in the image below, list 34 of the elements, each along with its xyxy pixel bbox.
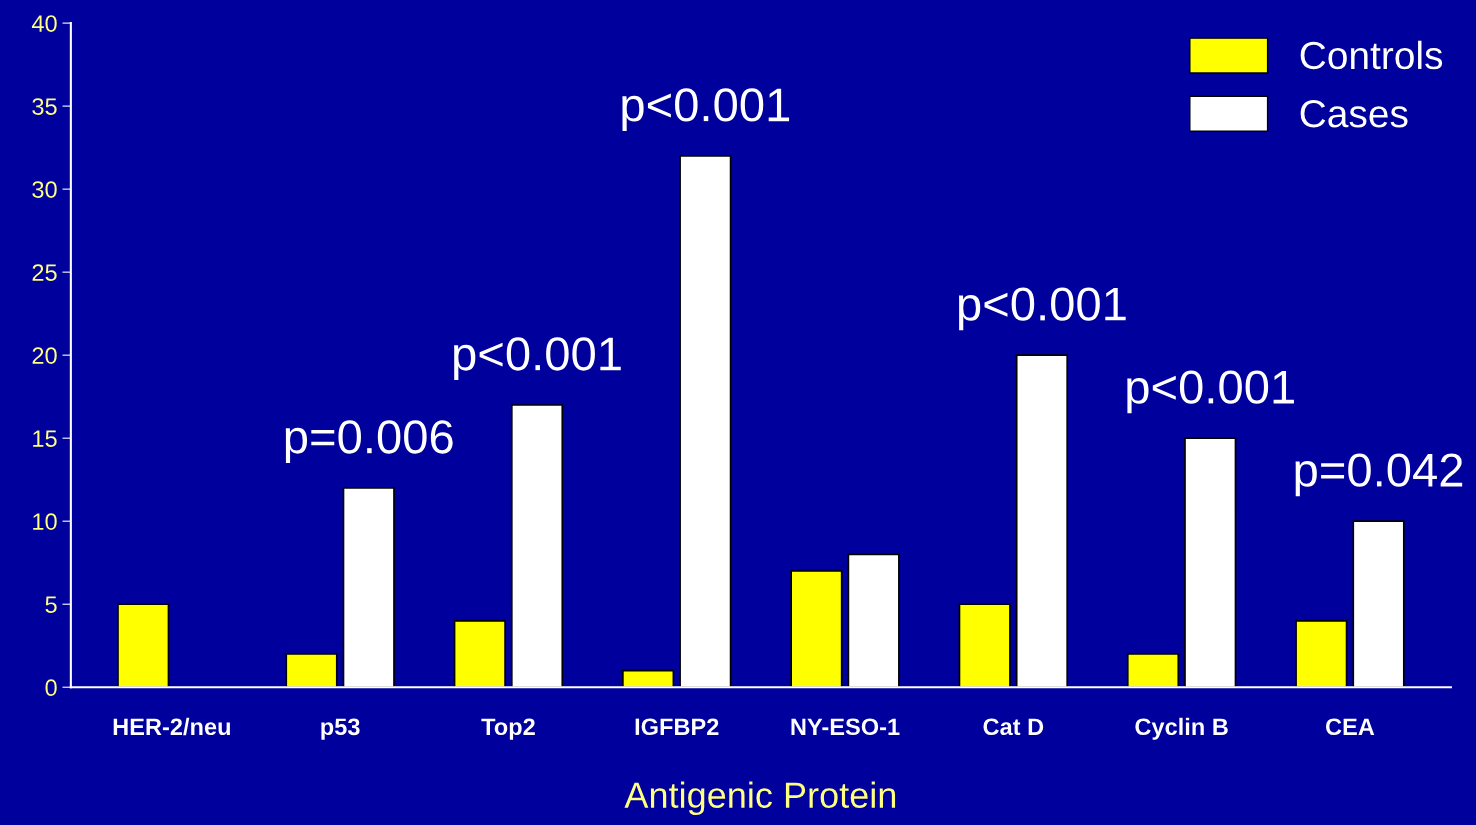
annotation: p=0.042 [1295, 453, 1463, 497]
y-tick-label: 40 [31, 15, 57, 32]
bar [1295, 619, 1348, 688]
bar [790, 570, 843, 688]
annotation: p<0.001 [958, 287, 1126, 331]
legend-label: Controls [1300, 40, 1443, 70]
x-tick-label: IGFBP2 [635, 718, 719, 736]
bar [958, 603, 1011, 688]
annotation: p=0.006 [285, 420, 453, 463]
x-tick-label: HER-2/neu [113, 717, 230, 736]
y-tick-label: 0 [45, 679, 57, 697]
x-tick-label: Top2 [481, 718, 535, 740]
y-tick-label: 35 [32, 98, 57, 115]
y-tick-label: 20 [32, 347, 57, 364]
bar [622, 669, 675, 688]
y-tick-label: 25 [32, 264, 57, 281]
annotation: p<0.001 [454, 337, 621, 380]
bar [285, 653, 338, 688]
y-tick-label: 15 [33, 430, 57, 447]
y-tick-label: 5 [45, 596, 57, 613]
x-tick-label: Cat D [983, 718, 1044, 736]
bar [453, 619, 506, 688]
legend-label: Cases [1300, 99, 1408, 128]
annotation: p<0.001 [1127, 370, 1294, 414]
y-tick-label: 10 [33, 513, 57, 530]
x-tick-label: Cyclin B [1135, 717, 1228, 740]
x-tick-label: p53 [321, 718, 360, 740]
y-tick-label: 30 [32, 181, 57, 198]
x-axis-title: Antigenic Protein [624, 781, 896, 816]
x-tick-label: NY-ESO-1 [791, 718, 900, 736]
x-tick-label: CEA [1325, 718, 1375, 736]
annotation: p<0.001 [622, 88, 790, 131]
bar [1126, 653, 1180, 688]
bar [117, 603, 170, 688]
